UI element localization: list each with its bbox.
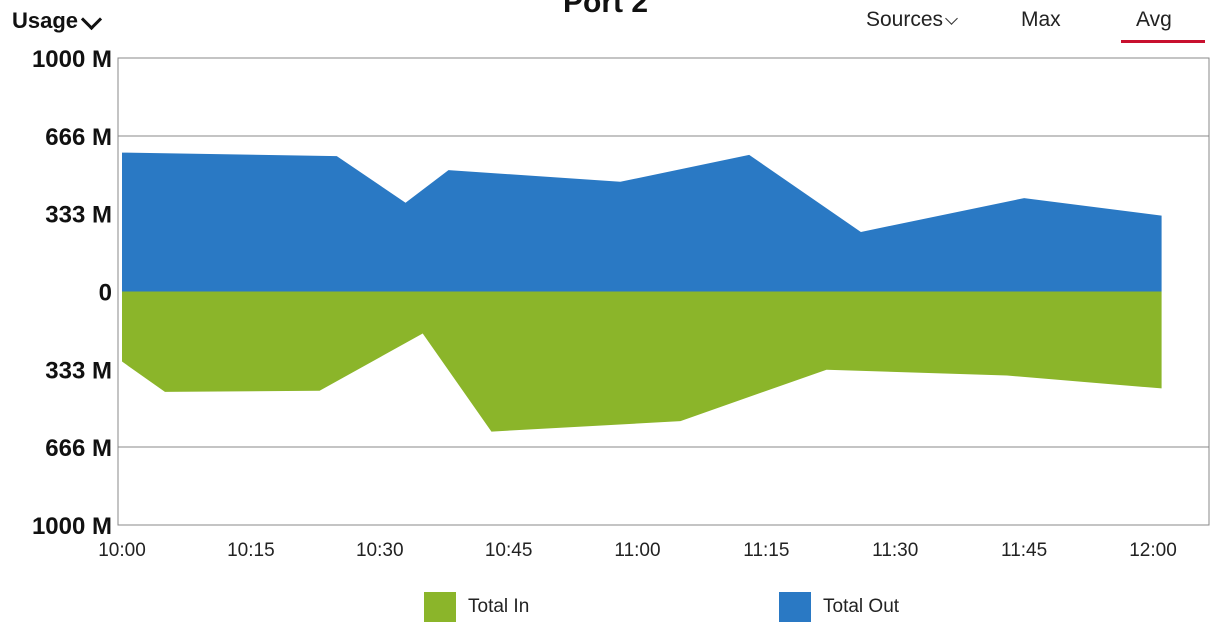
legend-swatch-total-out	[779, 592, 811, 622]
y-tick-label: 666 M	[45, 124, 112, 151]
x-tick-label: 10:30	[356, 540, 404, 561]
x-tick-label: 11:45	[1001, 540, 1047, 561]
avg-active-indicator	[1121, 40, 1205, 43]
legend-swatch-total-in	[424, 592, 456, 622]
y-tick-label: 0	[99, 280, 112, 307]
sources-dropdown[interactable]: Sources	[866, 8, 958, 32]
sources-label: Sources	[866, 8, 944, 31]
x-tick-label: 10:45	[485, 540, 533, 561]
usage-label: Usage	[12, 8, 79, 33]
chart-title: Port 2	[562, 0, 649, 19]
legend-label-total-out: Total Out	[823, 596, 900, 617]
x-tick-label: 11:30	[872, 540, 918, 561]
x-tick-label: 10:00	[98, 540, 146, 561]
x-tick-label: 11:15	[743, 540, 789, 561]
max-toggle[interactable]: Max	[1021, 8, 1061, 31]
area-series-total-out	[122, 152, 1162, 292]
x-tick-label: 12:00	[1129, 540, 1177, 561]
avg-toggle[interactable]: Avg	[1136, 8, 1172, 31]
x-tick-label: 11:00	[614, 540, 660, 561]
legend-item-total-out[interactable]: Total Out	[779, 592, 899, 622]
legend-item-total-in[interactable]: Total In	[424, 592, 529, 622]
chart-legend: Total In Total Out	[0, 592, 1211, 624]
x-tick-label: 10:15	[227, 540, 275, 561]
area-series-total-in	[122, 291, 1162, 432]
y-tick-label: 666 M	[45, 435, 112, 462]
y-tick-label: 333 M	[45, 202, 112, 229]
y-tick-label: 1000 M	[32, 46, 112, 73]
usage-menu[interactable]: Usage	[12, 8, 103, 34]
plot-frame	[117, 57, 1210, 526]
legend-label-total-in: Total In	[468, 596, 530, 617]
y-tick-label: 1000 M	[32, 513, 112, 540]
y-tick-label: 333 M	[45, 357, 112, 384]
